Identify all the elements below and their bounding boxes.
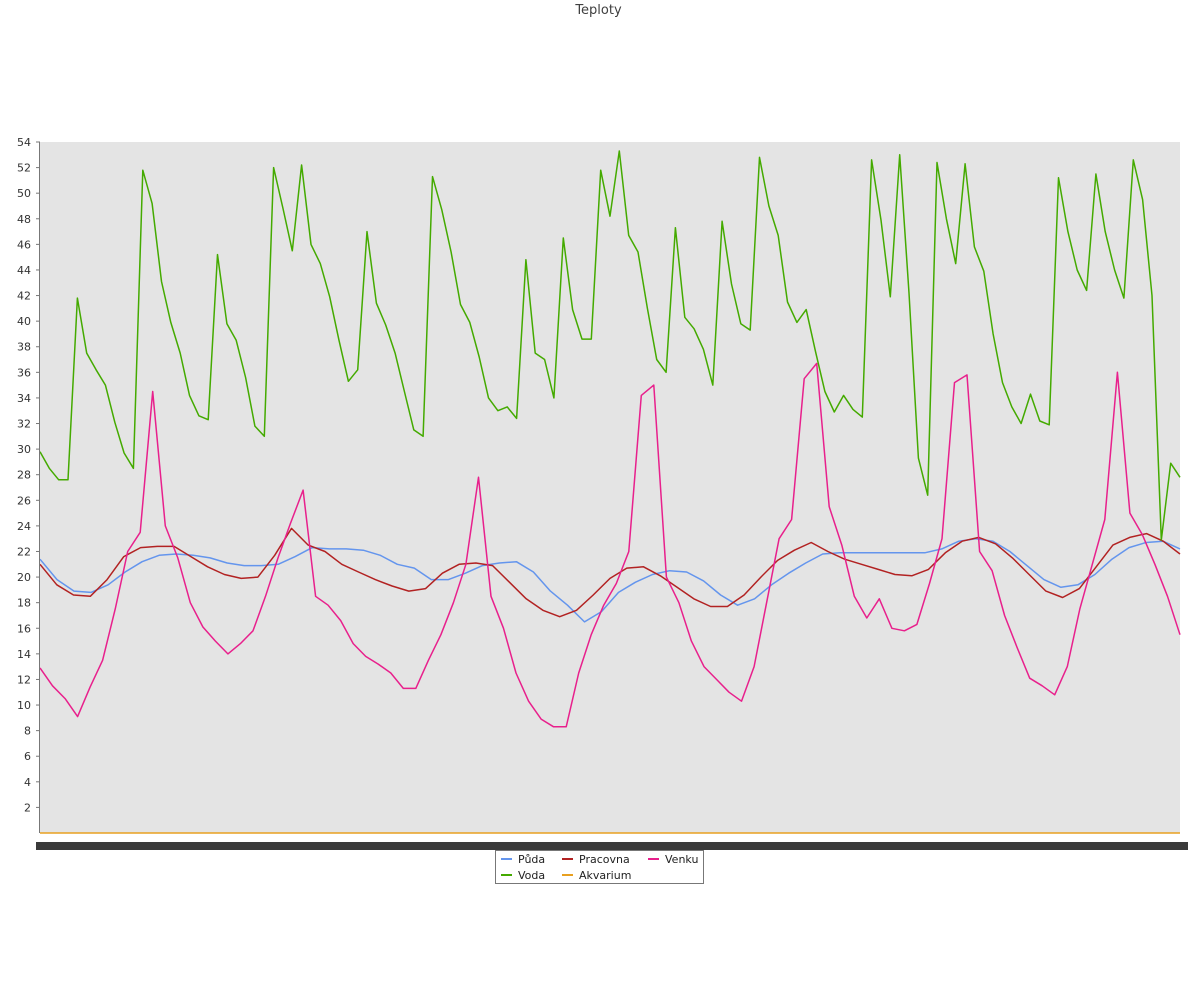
legend-label-pracovna: Pracovna [579,853,630,866]
legend-item-akvarium: Akvarium [562,869,631,882]
y-tick-label: 46 [17,238,31,251]
legend-item-voda: Voda [501,869,545,882]
y-tick-label: 6 [24,750,31,763]
legend-swatch-pracovna [562,858,573,860]
y-tick-label: 20 [17,571,31,584]
series-layer [39,150,1181,834]
y-tick-label: 26 [17,494,31,507]
legend-item-puda: Půda [501,853,545,866]
y-tick-label: 54 [17,136,31,149]
y-tick-label: 44 [17,264,31,277]
series-line-venku [39,362,1181,728]
legend-swatch-venku [648,858,659,860]
legend-label-puda: Půda [518,853,546,866]
legend-item-pracovna: Pracovna [562,853,630,866]
y-tick-label: 12 [17,673,31,686]
plot-area [40,142,1180,833]
series-line-p-da [39,537,1181,623]
y-tick-label: 34 [17,392,31,405]
series-line-voda [39,150,1181,541]
y-tick-label: 14 [17,648,31,661]
chart-title: Teploty [575,3,622,18]
legend-swatch-akvarium [562,874,573,876]
y-tick-label: 38 [17,341,31,354]
legend-swatch-voda [501,874,512,876]
y-tick-label: 4 [24,776,31,789]
y-tick-label: 52 [17,162,31,175]
y-tick-label: 50 [17,187,31,200]
legend-label-venku: Venku [665,853,699,866]
series-line-pracovna [39,527,1181,618]
y-tick-label: 18 [17,597,31,610]
y-tick-label: 42 [17,290,31,303]
y-tick-label: 30 [17,443,31,456]
y-tick-label: 28 [17,469,31,482]
y-tick-label: 24 [17,520,31,533]
legend-item-venku: Venku [648,853,698,866]
y-tick-label: 8 [24,725,31,738]
y-tick-label: 10 [17,699,31,712]
legend-swatch-puda [501,858,512,860]
y-tick-label: 48 [17,213,31,226]
y-tick-label: 32 [17,418,31,431]
y-axis: 2468101214161820222426283032343638404244… [17,136,40,814]
y-tick-label: 2 [24,801,31,814]
legend-label-akvarium: Akvarium [579,869,632,882]
legend-label-voda: Voda [518,869,546,882]
y-tick-label: 22 [17,545,31,558]
y-tick-label: 36 [17,366,31,379]
y-tick-label: 16 [17,622,31,635]
y-tick-label: 40 [17,315,31,328]
x-axis-tick-band [36,842,1188,850]
legend: Půda Pracovna Venku Voda Akvarium [495,850,704,884]
